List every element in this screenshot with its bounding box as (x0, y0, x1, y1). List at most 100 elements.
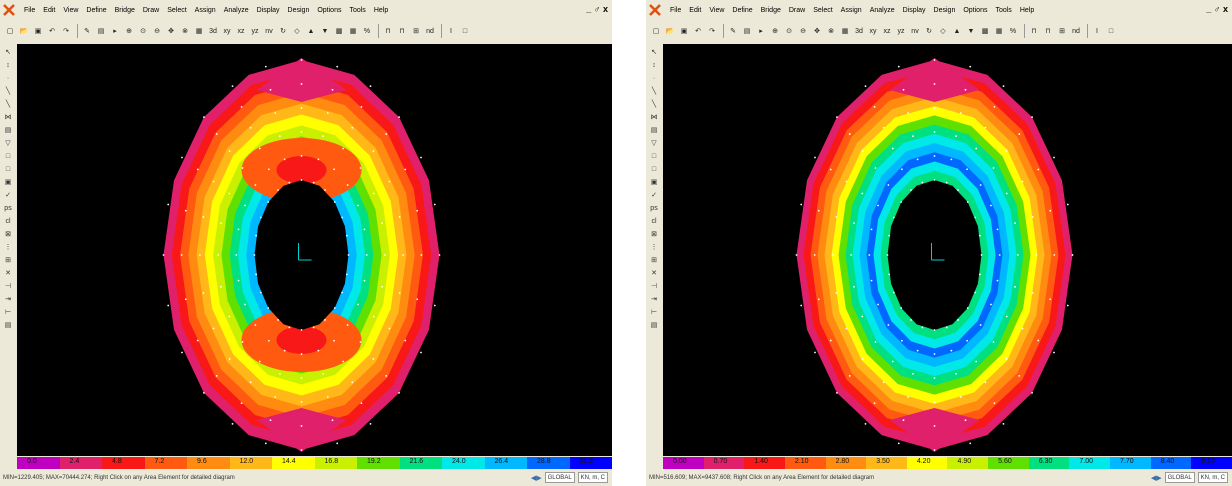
poly-area-icon[interactable]: ▽ (651, 140, 657, 147)
lock-icon[interactable]: ▤ (97, 28, 105, 35)
run-icon[interactable]: ▸ (113, 28, 117, 35)
joint-icon[interactable]: · (6, 74, 10, 82)
menu-view[interactable]: View (63, 6, 79, 14)
joint-icon[interactable]: · (652, 74, 656, 82)
object-shrink-icon[interactable]: ▩ (335, 28, 343, 35)
model-viewport[interactable] (663, 44, 1232, 456)
quick-area-icon[interactable]: □ (5, 165, 11, 173)
box-button[interactable]: □ (1108, 27, 1114, 35)
pencil-icon[interactable]: ✎ (84, 28, 90, 35)
select-all-icon[interactable]: ✓ (651, 192, 657, 199)
zoom-out-icon[interactable]: ⊖ (154, 28, 160, 35)
intersect-icon[interactable]: ⊠ (5, 231, 11, 238)
frame-icon[interactable]: ⊓ (1031, 28, 1037, 35)
redo-icon[interactable]: ↷ (709, 28, 715, 35)
object-shrink-icon[interactable]: ▩ (981, 28, 989, 35)
pointer-icon[interactable]: ↖ (5, 49, 11, 56)
view-3d-button[interactable]: 3d (855, 27, 863, 35)
redo-icon[interactable]: ↷ (63, 28, 69, 35)
pencil-icon[interactable]: ✎ (730, 28, 736, 35)
menu-help[interactable]: Help (373, 6, 389, 14)
previous-select-icon[interactable]: ps (650, 204, 658, 212)
snap-line-icon[interactable]: ▤ (4, 322, 12, 329)
save-icon[interactable]: ▣ (680, 28, 688, 35)
window-controls[interactable]: _ ♂ x (1206, 4, 1228, 14)
zoom-window-icon[interactable]: ⊙ (786, 28, 792, 35)
quick-frame-icon[interactable]: ╲ (5, 101, 11, 108)
menu-tools[interactable]: Tools (349, 6, 366, 14)
coordinate-system-select[interactable]: GLOBAL (544, 472, 575, 483)
snap-end-icon[interactable]: ✕ (5, 270, 11, 277)
percent-button[interactable]: % (363, 27, 371, 35)
view-yz-button[interactable]: yz (897, 27, 905, 35)
nd-button[interactable]: nd (426, 27, 434, 35)
menu-design[interactable]: Design (287, 6, 310, 14)
previous-select-icon[interactable]: ps (4, 204, 12, 212)
reshape-icon[interactable]: ↕ (652, 61, 656, 69)
structure-icon[interactable]: ⊞ (413, 28, 419, 35)
pointer-icon[interactable]: ↖ (651, 49, 657, 56)
lock-icon[interactable]: ▤ (743, 28, 751, 35)
previous-icon[interactable]: ◀▶ (1150, 474, 1162, 482)
rotate-icon[interactable]: ↻ (926, 28, 932, 35)
perspective-icon[interactable]: ◇ (294, 28, 300, 35)
view-xz-button[interactable]: xz (883, 27, 891, 35)
menu-draw[interactable]: Draw (142, 6, 160, 14)
draw-frame-icon[interactable]: ╲ (5, 88, 11, 95)
menu-define[interactable]: Define (732, 6, 753, 14)
view-nv-button[interactable]: nv (911, 27, 919, 35)
menu-assign[interactable]: Assign (840, 6, 862, 14)
menu-view[interactable]: View (709, 6, 725, 14)
grid-icon[interactable]: ▦ (349, 28, 357, 35)
menu-file[interactable]: File (24, 6, 36, 14)
down-arrow-icon[interactable]: ▼ (321, 27, 329, 35)
previous-icon[interactable]: ◀▶ (530, 474, 542, 482)
run-icon[interactable]: ▸ (759, 28, 763, 35)
area-icon[interactable]: ▤ (650, 127, 658, 134)
brace-icon[interactable]: ⋈ (650, 114, 658, 121)
reshape-icon[interactable]: ↕ (6, 61, 10, 69)
area-icon[interactable]: ▤ (4, 127, 12, 134)
rect-area-icon[interactable]: □ (5, 152, 11, 160)
zoom-window-icon[interactable]: ⊙ (140, 28, 146, 35)
menu-tools[interactable]: Tools (995, 6, 1012, 14)
solid-icon[interactable]: ▣ (650, 179, 658, 186)
menu-draw[interactable]: Draw (788, 6, 806, 14)
menu-define[interactable]: Define (86, 6, 107, 14)
coordinate-system-select[interactable]: GLOBAL (1164, 472, 1195, 483)
view-yz-button[interactable]: yz (251, 27, 259, 35)
menu-bridge[interactable]: Bridge (114, 6, 135, 14)
zoom-out-icon[interactable]: ⊖ (800, 28, 806, 35)
intersect-icon[interactable]: ⊠ (651, 231, 657, 238)
zoom-full-icon[interactable]: ▦ (841, 28, 849, 35)
menu-options[interactable]: Options (963, 6, 988, 14)
percent-button[interactable]: % (1009, 27, 1017, 35)
snap-icon[interactable]: ⋮ (650, 244, 658, 251)
new-file-icon[interactable]: ▢ (6, 28, 14, 35)
zoom-full-icon[interactable]: ▦ (195, 28, 203, 35)
menu-assign[interactable]: Assign (194, 6, 216, 14)
up-arrow-icon[interactable]: ▲ (953, 27, 961, 35)
save-icon[interactable]: ▣ (34, 28, 42, 35)
snap-mid-icon[interactable]: ⊣ (4, 283, 12, 290)
brace-icon[interactable]: ⋈ (4, 114, 12, 121)
view-xy-button[interactable]: xy (223, 27, 231, 35)
zoom-previous-icon[interactable]: ⊗ (828, 28, 834, 35)
menu-edit[interactable]: Edit (689, 6, 702, 14)
up-arrow-icon[interactable]: ▲ (307, 27, 315, 35)
pan-icon[interactable]: ✥ (814, 28, 820, 35)
poly-area-icon[interactable]: ▽ (5, 140, 11, 147)
open-folder-icon[interactable]: 📂 (665, 28, 675, 35)
frame-2-icon[interactable]: ⊓ (1045, 28, 1051, 35)
view-xz-button[interactable]: xz (237, 27, 245, 35)
select-all-icon[interactable]: ✓ (5, 192, 11, 199)
zoom-previous-icon[interactable]: ⊗ (182, 28, 188, 35)
units-select[interactable]: KN, m, C (1197, 472, 1228, 483)
grid-icon[interactable]: ▦ (995, 28, 1003, 35)
menu-bridge[interactable]: Bridge (760, 6, 781, 14)
perspective-icon[interactable]: ◇ (940, 28, 946, 35)
undo-icon[interactable]: ↶ (695, 28, 701, 35)
rect-area-icon[interactable]: □ (651, 152, 657, 160)
menu-design[interactable]: Design (933, 6, 956, 14)
structure-icon[interactable]: ⊞ (1059, 28, 1065, 35)
